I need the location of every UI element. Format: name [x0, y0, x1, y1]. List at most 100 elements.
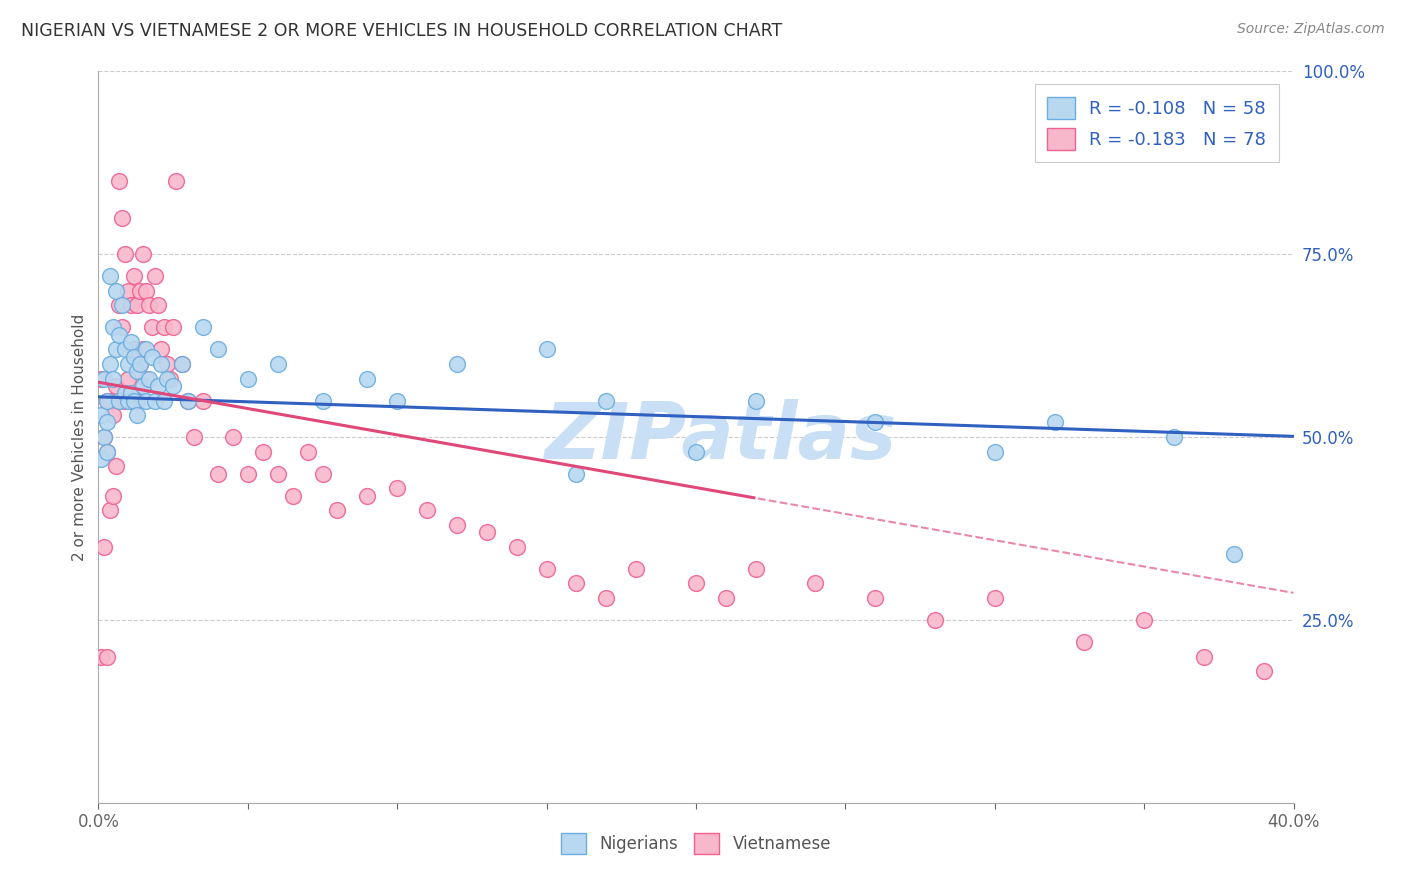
Point [267, 467, 290, 481]
Point [148, 379, 170, 393]
Point [150, 357, 173, 371]
Point [191, 393, 214, 408]
Point [150, 343, 173, 357]
Point [156, 357, 179, 371]
Point [135, 343, 157, 357]
Point [177, 393, 200, 408]
Point [153, 393, 176, 408]
Point [105, 284, 128, 298]
Point [127, 298, 149, 312]
Point [141, 350, 163, 364]
Point [385, 481, 409, 495]
Point [111, 320, 134, 334]
Point [416, 503, 439, 517]
Point [108, 393, 131, 408]
Point [714, 591, 737, 605]
Point [1043, 416, 1066, 430]
Point [162, 379, 184, 393]
Point [90, 408, 112, 422]
Point [114, 393, 136, 408]
Point [114, 386, 136, 401]
Point [103, 489, 125, 503]
Point [120, 298, 142, 312]
Point [103, 320, 125, 334]
Point [475, 525, 498, 540]
Point [222, 430, 245, 444]
Point [172, 357, 194, 371]
Point [865, 416, 887, 430]
Point [96, 444, 118, 458]
Point [177, 393, 200, 408]
Point [865, 591, 887, 605]
Point [685, 576, 707, 591]
Point [117, 393, 139, 408]
Point [98, 269, 122, 284]
Point [114, 343, 136, 357]
Point [207, 343, 229, 357]
Point [105, 459, 128, 474]
Point [141, 320, 163, 334]
Point [311, 393, 333, 408]
Point [129, 357, 152, 371]
Point [1133, 613, 1156, 627]
Point [626, 562, 648, 576]
Point [385, 393, 409, 408]
Point [356, 489, 378, 503]
Point [143, 269, 166, 284]
Text: ZIPatlas: ZIPatlas [544, 399, 896, 475]
Point [127, 408, 149, 422]
Point [96, 416, 118, 430]
Point [565, 467, 588, 481]
Point [105, 343, 128, 357]
Point [446, 517, 468, 532]
Point [132, 343, 155, 357]
Point [984, 591, 1007, 605]
Point [129, 284, 152, 298]
Point [124, 393, 146, 408]
Point [117, 371, 139, 385]
Point [129, 357, 152, 371]
Point [98, 393, 122, 408]
Point [90, 649, 112, 664]
Point [162, 320, 184, 334]
Point [311, 467, 333, 481]
Point [117, 284, 139, 298]
Point [98, 357, 122, 371]
Point [127, 393, 149, 408]
Point [1223, 547, 1246, 561]
Point [93, 540, 115, 554]
Point [236, 467, 259, 481]
Point [96, 393, 118, 408]
Point [108, 174, 131, 188]
Point [536, 562, 558, 576]
Point [120, 334, 142, 349]
Point [1192, 649, 1215, 664]
Point [120, 393, 142, 408]
Point [117, 357, 139, 371]
Point [506, 540, 529, 554]
Point [148, 298, 170, 312]
Point [111, 298, 134, 312]
Point [138, 371, 160, 385]
Point [93, 430, 115, 444]
Point [156, 371, 179, 385]
Point [1253, 664, 1275, 678]
Point [924, 613, 946, 627]
Point [108, 393, 131, 408]
Point [183, 430, 205, 444]
Point [745, 393, 768, 408]
Point [267, 357, 290, 371]
Point [108, 327, 131, 342]
Point [236, 371, 259, 385]
Point [120, 386, 142, 401]
Text: NIGERIAN VS VIETNAMESE 2 OR MORE VEHICLES IN HOUSEHOLD CORRELATION CHART: NIGERIAN VS VIETNAMESE 2 OR MORE VEHICLE… [21, 22, 782, 40]
Y-axis label: 2 or more Vehicles in Household: 2 or more Vehicles in Household [72, 313, 87, 561]
Point [1163, 430, 1185, 444]
Point [804, 576, 827, 591]
Point [103, 371, 125, 385]
Point [96, 444, 118, 458]
Point [124, 350, 146, 364]
Point [252, 444, 274, 458]
Point [326, 503, 349, 517]
Point [143, 393, 166, 408]
